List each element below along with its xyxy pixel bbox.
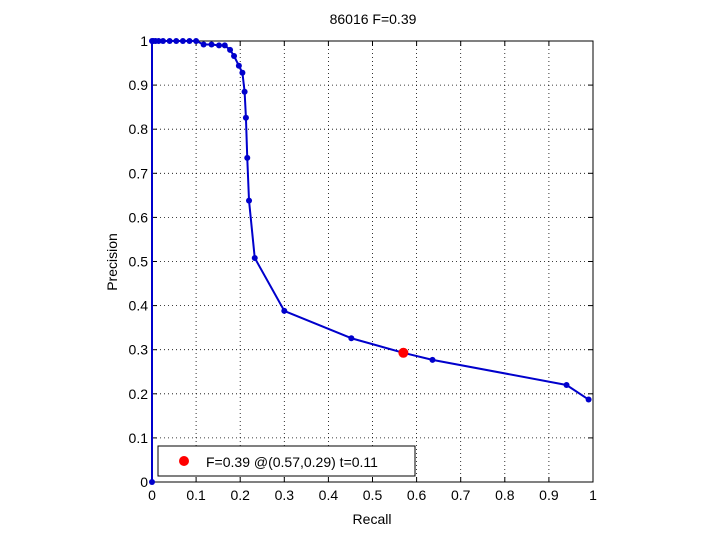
best-f-point [398,347,409,358]
pr-curve-line [151,40,590,482]
pr-curve-point [251,254,258,261]
pr-curve-point [216,42,223,49]
chart-title: 86016 F=0.39 [330,11,417,27]
pr-curve-point [231,52,238,59]
grid-lines [152,41,593,482]
pr-curve-point [155,38,162,44]
best-point-group [398,347,409,358]
x-tick-label: 0.2 [230,487,250,503]
legend-label: F=0.39 @(0.57,0.29) t=0.11 [206,454,378,470]
pr-curve-point [246,197,253,204]
pr-curve-point [173,38,180,44]
y-tick-label: 0.5 [129,254,149,270]
pr-curve-point [160,38,167,44]
y-tick-label: 0.4 [129,298,149,314]
pr-curve-point [281,307,288,314]
x-tick-label: 0.7 [451,487,471,503]
pr-curve-point [585,396,592,403]
y-tick-label: 1 [140,33,148,49]
axis-ticks: 0 0.1 0.2 0.3 0.4 0.5 0.6 0.7 0.8 0.9 1 0 0.1 0.2 0.3 0… [129,33,598,503]
pr-curve-point [227,46,234,53]
pr-curve-point [235,62,242,69]
legend: F=0.39 @(0.57,0.29) t=0.11 [157,445,416,477]
pr-curve-point [179,38,186,44]
y-axis-label: Precision [104,233,120,291]
pr-curve-point [348,335,355,342]
pr-curve-point [186,38,193,44]
x-tick-label: 0 [148,487,156,503]
x-tick-label: 0.6 [407,487,427,503]
pr-curve-point [193,38,200,44]
y-tick-label: 0 [140,474,148,490]
x-axis-label: Recall [353,511,392,527]
pr-curve-point [200,41,207,48]
y-tick-label: 0.8 [129,121,149,137]
pr-curve-point [429,356,436,363]
x-tick-label: 0.3 [275,487,295,503]
x-tick-label: 1 [589,487,597,503]
pr-curve-point [242,114,249,121]
pr-curve-point [239,69,246,76]
y-tick-label: 0.9 [129,77,149,93]
y-tick-label: 0.7 [129,165,149,181]
y-tick-label: 0.1 [129,430,149,446]
pr-curve-point [166,38,173,44]
pr-curve-point [241,88,248,95]
x-tick-label: 0.1 [186,487,206,503]
legend-marker [179,456,189,466]
x-tick-label: 0.5 [363,487,383,503]
pr-curve-point [244,154,251,161]
y-tick-label: 0.2 [129,386,149,402]
series-group [149,38,592,485]
y-tick-label: 0.6 [129,209,149,225]
legend-box [157,445,416,477]
x-tick-label: 0.9 [539,487,559,503]
y-tick-label: 0.3 [129,342,149,358]
pr-curve-point [149,479,155,485]
pr-curve-point [221,42,228,49]
x-tick-label: 0.8 [495,487,515,503]
x-tick-label: 0.4 [319,487,339,503]
pr-curve-point [208,41,215,48]
pr-curve-point [563,381,570,388]
